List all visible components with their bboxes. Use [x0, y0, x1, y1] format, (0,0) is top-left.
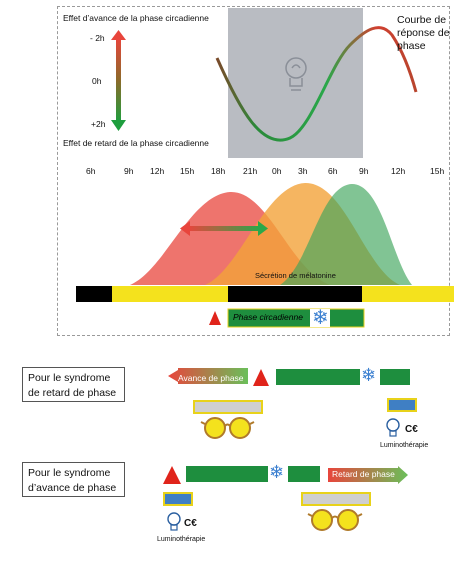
phase-bar — [186, 466, 320, 482]
tick-label: 6h — [86, 166, 96, 176]
red-triangle-marker — [209, 311, 221, 325]
retard-syndrome-box: Pour le syndrome de retard de phase — [22, 367, 125, 402]
curve-label: Courbe de réponse de phase — [397, 14, 450, 52]
snowflake-icon: ❄ — [361, 365, 377, 385]
lightbulb-icon — [285, 57, 307, 91]
scale-minus2: - 2h — [90, 33, 105, 43]
sunglasses-icon — [307, 509, 363, 531]
tick-label: 3h — [298, 166, 308, 176]
tick-label: 18h — [211, 166, 226, 176]
retard-graphics — [168, 368, 410, 386]
tick-label: 12h — [391, 166, 406, 176]
advance-arrow-label: Avance de phase — [178, 373, 244, 383]
scale-plus2: +2h — [91, 119, 106, 129]
tick-label: 15h — [180, 166, 195, 176]
tick-label: 12h — [150, 166, 165, 176]
phase-response-curve — [215, 26, 418, 142]
tick-label: 0h — [272, 166, 282, 176]
tick-label: 9h — [124, 166, 134, 176]
tick-label: 9h — [359, 166, 369, 176]
melatonin-label: Sécrétion de mélatonine — [255, 271, 336, 280]
phase-bar — [276, 369, 410, 385]
lamp-time-bar — [163, 492, 193, 506]
sunglasses-icon — [200, 417, 255, 439]
tick-label: 6h — [328, 166, 338, 176]
retard-syndrome-label: Pour le syndrome de retard de phase — [28, 372, 117, 399]
double-arrow — [180, 221, 268, 236]
lamp-time-bar — [387, 398, 417, 412]
snowflake-icon: ❄ — [269, 462, 285, 482]
delay-arrow-label: Retard de phase — [332, 469, 395, 479]
lamp-icon — [386, 418, 400, 437]
advance-label: Effet d’avance de la phase circadienne — [63, 13, 209, 23]
avance-syndrome-box: Pour le syndrome d’avance de phase — [22, 462, 125, 497]
scale-zero: 0h — [92, 76, 102, 86]
diagram-frame — [57, 6, 450, 336]
avance-graphics — [163, 466, 408, 484]
red-triangle-marker — [253, 369, 269, 386]
glasses-time-bar — [301, 492, 371, 506]
glasses-time-bar — [193, 400, 263, 414]
night-bar-melatonin — [228, 286, 362, 302]
lamp-icon — [167, 512, 181, 531]
tick-label: 21h — [243, 166, 258, 176]
advance-arrow — [168, 368, 248, 384]
ce-mark: C€ — [184, 518, 197, 529]
snowflake-icon: ❄ — [312, 307, 329, 329]
tick-label: 15h — [430, 166, 445, 176]
delay-arrow — [328, 466, 408, 484]
night-bar-left — [76, 286, 112, 302]
scale-arrow — [111, 30, 126, 131]
circadian-diagram — [76, 8, 454, 328]
red-triangle-marker — [163, 466, 181, 484]
lamp-label: Luminothérapie — [157, 536, 206, 543]
delay-label: Effet de retard de la phase circadienne — [63, 138, 209, 148]
green-distribution — [280, 184, 412, 285]
lamp-label: Luminothérapie — [380, 442, 429, 449]
phase-label: Phase circadienne — [233, 312, 303, 322]
avance-syndrome-label: Pour le syndrome d’avance de phase — [28, 467, 117, 494]
ce-mark: C€ — [405, 424, 418, 435]
